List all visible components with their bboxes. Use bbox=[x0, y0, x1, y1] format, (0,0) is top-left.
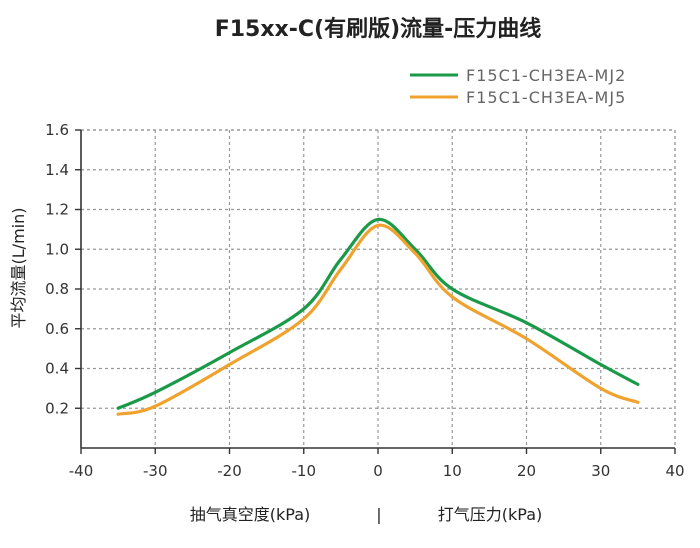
x-tick-label: -40 bbox=[69, 462, 94, 480]
y-tick-label: 1.6 bbox=[45, 121, 69, 139]
y-tick-label: 0.2 bbox=[45, 399, 69, 417]
series-line-mj5 bbox=[116, 223, 640, 416]
x-tick-label: -20 bbox=[217, 462, 242, 480]
y-tick-label: 0.4 bbox=[45, 360, 69, 378]
y-tick-label: 0.8 bbox=[45, 280, 69, 298]
x-tick-label: 40 bbox=[665, 462, 684, 480]
y-axis-label: 平均流量(L/min) bbox=[9, 208, 28, 329]
y-tick-label: 0.6 bbox=[45, 320, 69, 338]
x-tick-label: -30 bbox=[143, 462, 168, 480]
legend-label-mj2: F15C1-CH3EA-MJ2 bbox=[466, 66, 626, 85]
x-tick-label: 20 bbox=[517, 462, 536, 480]
y-tick-label: 1.2 bbox=[45, 201, 69, 219]
y-tick-label: 1.4 bbox=[45, 161, 69, 179]
series-lines bbox=[116, 217, 640, 416]
y-tick-label: 1.0 bbox=[45, 240, 69, 258]
axes bbox=[75, 129, 676, 454]
legend-label-mj5: F15C1-CH3EA-MJ5 bbox=[466, 88, 626, 107]
x-axis-separator: | bbox=[376, 505, 381, 524]
x-tick-label: -10 bbox=[292, 462, 317, 480]
x-axis-label-pressure: 打气压力(kPa) bbox=[438, 505, 543, 524]
grid bbox=[81, 129, 676, 448]
chart-title: F15xx-C(有刷版)流量-压力曲线 bbox=[215, 16, 542, 42]
tick-labels: -40 -30 -20 -10 0 10 20 30 40 0.2 0.4 0.6 0.8 1.0 1.2 1… bbox=[45, 121, 684, 480]
x-tick-label: 10 bbox=[443, 462, 462, 480]
x-tick-label: 30 bbox=[591, 462, 610, 480]
x-tick-label: 0 bbox=[373, 462, 383, 480]
legend: F15C1-CH3EA-MJ2 F15C1-CH3EA-MJ5 bbox=[410, 66, 626, 107]
x-axis-label-vacuum: 抽气真空度(kPa) bbox=[190, 505, 311, 524]
series-line-mj2 bbox=[116, 217, 640, 410]
